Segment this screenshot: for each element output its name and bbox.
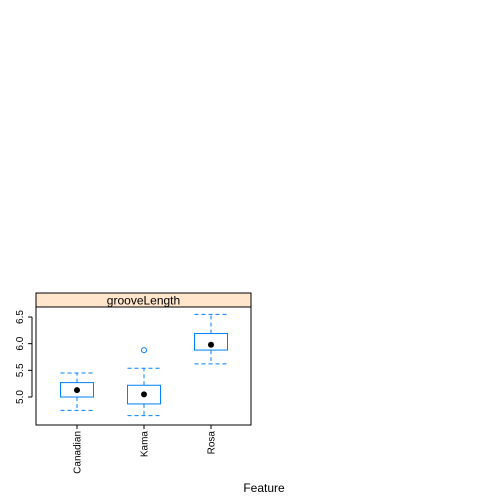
median-dot <box>74 387 80 394</box>
y-tick-label: 6.0 <box>15 336 26 350</box>
iqr-box <box>194 333 228 351</box>
y-tick-label: 5.5 <box>15 363 26 377</box>
median-dot <box>141 391 147 398</box>
panel-title: grooveLength <box>107 294 180 308</box>
x-tick-label: Rosa <box>207 431 218 455</box>
x-axis-title: Feature <box>243 481 285 495</box>
outlier-point <box>141 347 147 354</box>
median-dot <box>208 341 214 348</box>
iqr-box <box>127 384 161 405</box>
x-tick-label: Kama <box>140 431 151 458</box>
y-tick-label: 6.5 <box>15 310 26 324</box>
y-tick-label: 5.0 <box>15 390 26 404</box>
iqr-box <box>60 382 94 398</box>
y-axis: 5.0 5.5 6.0 6.5 <box>15 310 33 404</box>
x-axis: Canadian Kama Rosa <box>73 425 218 474</box>
boxes <box>60 313 228 417</box>
x-tick-label: Canadian <box>73 431 84 474</box>
